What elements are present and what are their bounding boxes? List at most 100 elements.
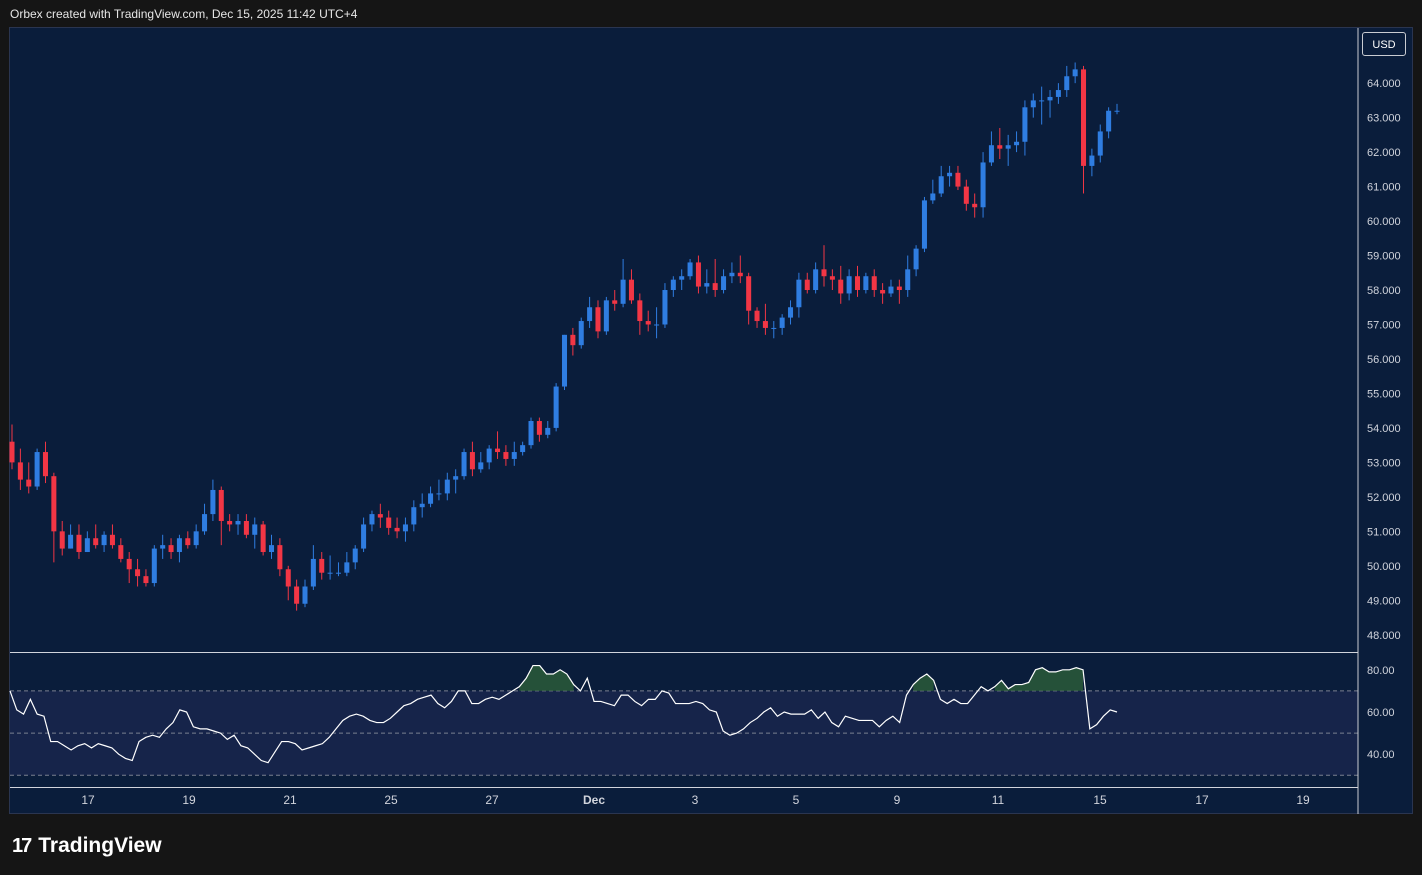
candle-body bbox=[101, 534, 107, 546]
tradingview-logo[interactable]: 17 TradingView bbox=[12, 834, 162, 858]
candle-body bbox=[955, 172, 961, 187]
candle-body bbox=[118, 545, 124, 559]
candle-body bbox=[176, 538, 182, 553]
price-tick-label: 54.000 bbox=[1367, 423, 1401, 435]
candle-body bbox=[896, 286, 902, 291]
candle-body bbox=[888, 286, 894, 294]
price-tick-label: 52.000 bbox=[1367, 492, 1401, 504]
candle-body bbox=[679, 276, 685, 280]
candle-body bbox=[227, 520, 233, 525]
price-tick-label: 64.000 bbox=[1367, 78, 1401, 90]
candle-body bbox=[846, 276, 852, 294]
candle-body bbox=[444, 479, 450, 494]
candle-body bbox=[419, 503, 425, 508]
time-tick-label: 5 bbox=[793, 793, 800, 807]
candle-body bbox=[796, 279, 802, 308]
candle-body bbox=[737, 272, 743, 277]
candle-body bbox=[536, 421, 542, 435]
candle-body bbox=[369, 514, 375, 525]
candle-body bbox=[712, 283, 718, 291]
price-tick-label: 60.000 bbox=[1367, 216, 1401, 228]
candle-body bbox=[863, 276, 869, 291]
rsi-overbought-fill bbox=[519, 665, 574, 691]
candle-body bbox=[997, 145, 1003, 149]
tradingview-brand-name: TradingView bbox=[38, 834, 162, 857]
candle-body bbox=[654, 324, 660, 326]
time-tick-label: Dec bbox=[583, 793, 605, 807]
candle-body bbox=[386, 517, 392, 528]
candle-body bbox=[704, 283, 710, 287]
currency-selector[interactable]: USD bbox=[1362, 32, 1406, 56]
time-tick-label: 11 bbox=[992, 793, 1005, 807]
chart-frame[interactable] bbox=[9, 27, 1413, 814]
candle-body bbox=[1022, 107, 1028, 142]
candle-body bbox=[478, 462, 484, 470]
candle-body bbox=[921, 200, 927, 249]
price-tick-label: 48.000 bbox=[1367, 630, 1401, 642]
candle-body bbox=[327, 572, 333, 574]
candle-body bbox=[1097, 131, 1103, 156]
candle-body bbox=[42, 452, 48, 477]
price-tick-label: 57.000 bbox=[1367, 319, 1401, 331]
rsi-overbought-fill bbox=[913, 674, 934, 691]
candle-body bbox=[302, 586, 308, 604]
candle-body bbox=[762, 321, 768, 328]
candle-body bbox=[938, 176, 944, 194]
candle-body bbox=[51, 476, 57, 532]
candle-body bbox=[495, 448, 501, 453]
candle-body bbox=[402, 524, 408, 532]
time-tick-label: 3 bbox=[692, 793, 699, 807]
time-tick-label: 27 bbox=[485, 793, 499, 807]
time-tick-label: 19 bbox=[1296, 793, 1310, 807]
candle-body bbox=[377, 514, 383, 518]
candle-body bbox=[151, 548, 157, 584]
candle-body bbox=[1114, 110, 1120, 112]
price-tick-label: 55.000 bbox=[1367, 388, 1401, 400]
time-tick-label: 25 bbox=[384, 793, 398, 807]
candle-body bbox=[771, 327, 777, 329]
candle-body bbox=[1005, 145, 1011, 149]
candle-body bbox=[854, 276, 861, 291]
candle-body bbox=[1055, 90, 1061, 97]
rsi-pane bbox=[9, 664, 1358, 776]
candle-body bbox=[503, 452, 509, 459]
candle-body bbox=[988, 145, 994, 163]
candle-body bbox=[344, 562, 350, 573]
candle-body bbox=[779, 317, 785, 328]
candle-body bbox=[947, 172, 953, 177]
time-tick-label: 17 bbox=[81, 793, 95, 807]
candle-body bbox=[729, 272, 735, 277]
candle-body bbox=[628, 279, 634, 301]
candle-body bbox=[294, 586, 300, 604]
candle-body bbox=[754, 310, 760, 322]
candle-body bbox=[76, 534, 82, 553]
candle-body bbox=[620, 279, 626, 304]
candle-body bbox=[880, 290, 886, 294]
candle-body bbox=[595, 307, 601, 332]
candle-body bbox=[545, 427, 551, 435]
candle-body bbox=[1039, 100, 1045, 102]
time-tick-label: 21 bbox=[283, 793, 297, 807]
candle-body bbox=[428, 493, 434, 504]
candle-body bbox=[645, 321, 651, 325]
chart-caption: Orbex created with TradingView.com, Dec … bbox=[10, 7, 358, 21]
candle-body bbox=[93, 538, 99, 546]
candle-body bbox=[34, 452, 40, 487]
candle-body bbox=[143, 576, 149, 584]
price-tick-label: 58.000 bbox=[1367, 285, 1401, 297]
candle-body bbox=[59, 531, 65, 549]
candle-body bbox=[17, 462, 23, 480]
candle-body bbox=[1081, 69, 1087, 166]
candle-body bbox=[185, 538, 191, 546]
candle-body bbox=[193, 531, 199, 546]
candle-body bbox=[570, 334, 576, 346]
candle-body bbox=[1072, 69, 1078, 77]
candle-body bbox=[721, 276, 727, 291]
candle-body bbox=[511, 452, 517, 459]
candle-body bbox=[469, 452, 475, 470]
candle-body bbox=[1106, 110, 1112, 132]
candle-body bbox=[235, 520, 241, 525]
candle-body bbox=[1064, 76, 1070, 91]
price-tick-label: 62.000 bbox=[1367, 147, 1401, 159]
